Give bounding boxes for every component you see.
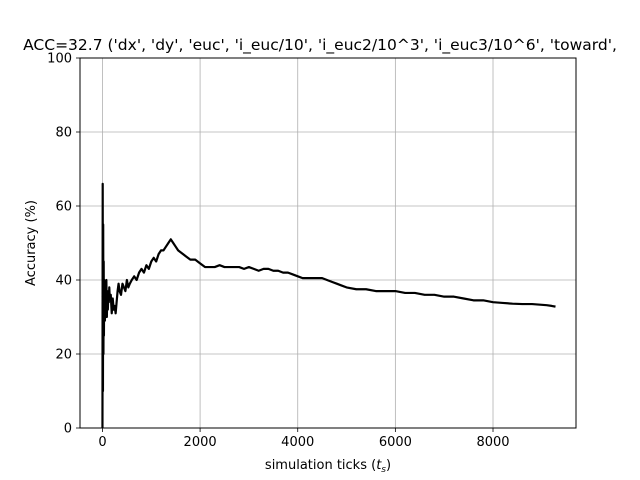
x-tick-label: 4000 xyxy=(281,435,314,450)
x-axis-label-subscript: s xyxy=(381,465,386,475)
x-tick-label: 2000 xyxy=(184,435,217,450)
y-tick-label: 0 xyxy=(64,422,72,437)
y-tick-label: 60 xyxy=(55,200,72,215)
y-axis-label: Accuracy (%) xyxy=(24,200,39,286)
x-tick-label: 0 xyxy=(98,435,106,450)
plot-frame xyxy=(79,57,577,429)
x-tick-label: 6000 xyxy=(379,435,412,450)
chart-title: ACC=32.7 ('dx', 'dy', 'euc', 'i_euc/10',… xyxy=(23,36,617,55)
y-tick-label: 100 xyxy=(47,52,72,67)
y-tick-label: 20 xyxy=(55,348,72,363)
accuracy-series-line xyxy=(101,182,556,429)
x-axis-label-symbol: t xyxy=(376,458,382,473)
series-line-group xyxy=(101,182,556,429)
y-tick-label: 40 xyxy=(55,274,72,289)
x-axis-label-main: simulation ticks ( xyxy=(265,458,376,473)
grid xyxy=(80,57,576,429)
x-axis-label-end: ) xyxy=(386,458,391,473)
x-tick-label: 8000 xyxy=(476,435,509,450)
x-axis-label: simulation ticks (ts) xyxy=(265,458,391,475)
x-ticks: 0 2000 4000 6000 8000 xyxy=(98,428,510,450)
y-tick-label: 80 xyxy=(55,126,72,141)
y-ticks: 0 20 40 60 80 100 xyxy=(47,52,80,437)
